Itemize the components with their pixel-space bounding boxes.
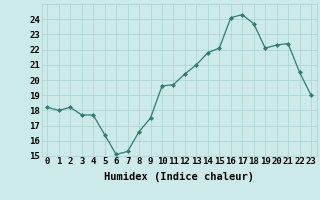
X-axis label: Humidex (Indice chaleur): Humidex (Indice chaleur) <box>104 172 254 182</box>
